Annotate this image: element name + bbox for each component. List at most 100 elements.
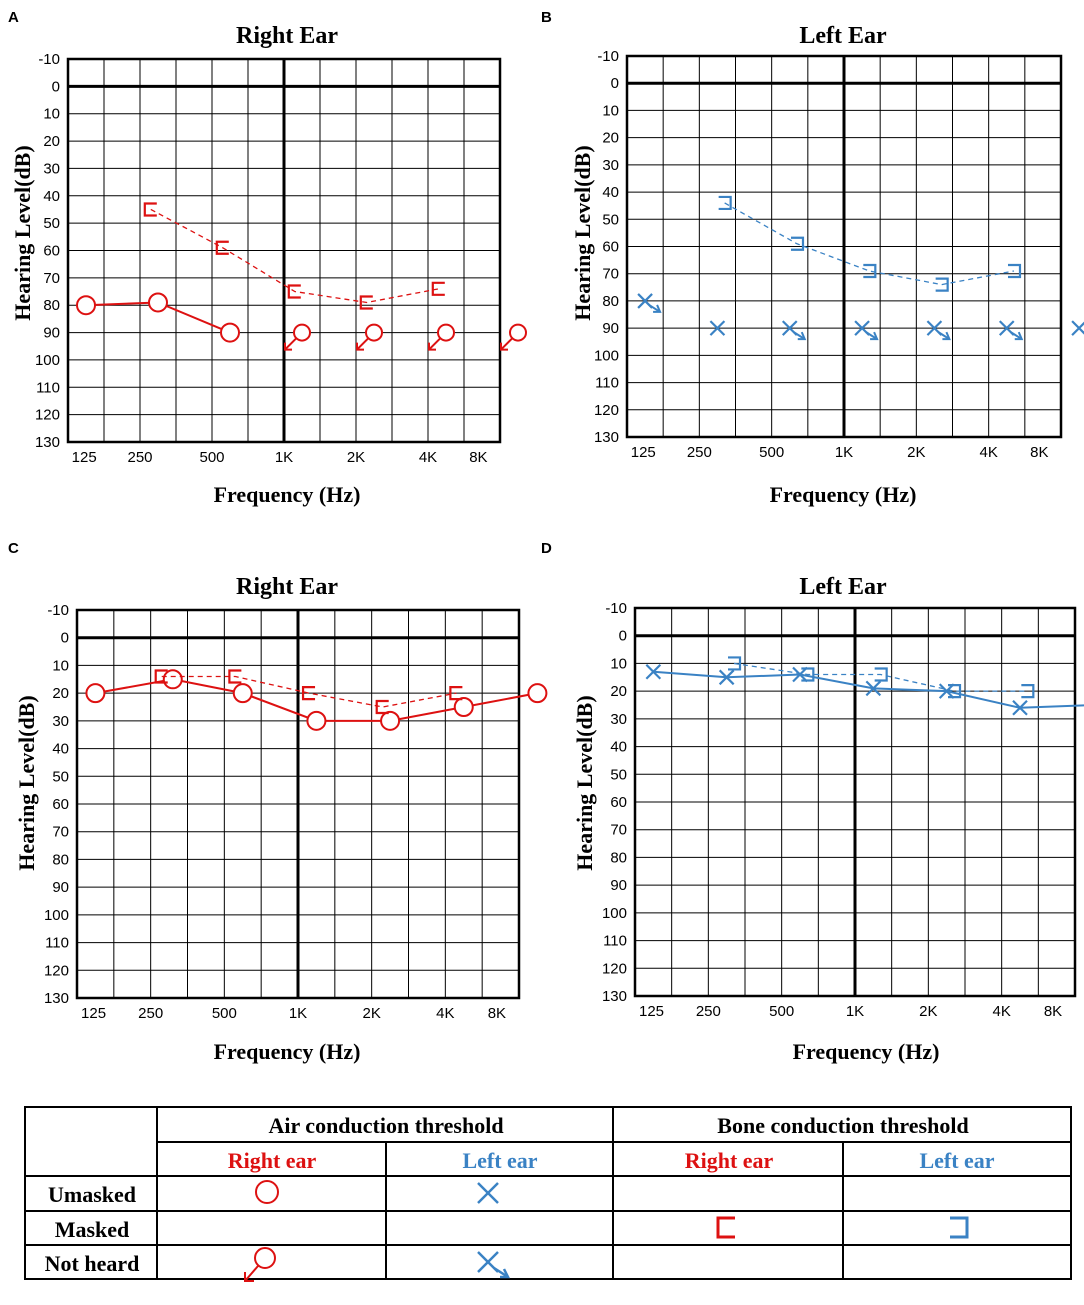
data-point-circle-arrow [428, 323, 455, 351]
y-tick-label: 40 [610, 739, 627, 756]
plot-frame [66, 57, 502, 444]
data-point-circle [148, 292, 168, 313]
y-tick-label: 80 [602, 293, 619, 310]
series-line [733, 662, 1028, 692]
panel-label: C [8, 540, 19, 557]
y-tick-label: 90 [602, 320, 619, 337]
legend-air-left-ear: Left ear [462, 1148, 537, 1173]
y-axis-label: Hearing Level(dB) [572, 695, 597, 870]
data-point-bracket-right [375, 699, 389, 715]
x-tick-label: 125 [81, 1005, 106, 1022]
data-point-bracket-left [718, 195, 732, 211]
chart-title: Right Ear [236, 574, 338, 600]
x-tick-label: 8K [488, 1005, 506, 1022]
x-tick-label: 250 [687, 444, 712, 461]
plot-frame [625, 54, 1063, 439]
y-tick-label: 130 [44, 990, 69, 1007]
plot-frame [75, 608, 521, 1000]
chart-title: Right Ear [236, 23, 338, 49]
data-point-circle-arrow [500, 323, 527, 351]
data-point-bracket-left [1007, 263, 1022, 279]
audiogram-panel-b: B Left Ear -10 0 10 20 30 40 50 60 70 80 90 100 110 120… [541, 9, 1084, 507]
x-tick-label: 250 [696, 1003, 721, 1020]
data-point-x [709, 320, 726, 336]
y-tick-label: 90 [43, 325, 60, 342]
audiogram-panel-a: A Right Ear -10 0 10 20 30 40 50 60 70 80 90 100 110 12… [8, 9, 527, 507]
x-tick-label: 500 [212, 1005, 237, 1022]
plot-frame [633, 606, 1077, 998]
y-tick-label: 40 [43, 188, 60, 205]
y-tick-label: 10 [52, 657, 69, 674]
legend-bone-header: Bone conduction threshold [717, 1113, 968, 1138]
x-tick-label: 250 [127, 449, 152, 466]
y-tick-label: 40 [602, 184, 619, 201]
series-line [724, 202, 1015, 286]
y-tick-label: 0 [61, 630, 69, 647]
plot-grid [77, 610, 519, 999]
y-tick-label: 70 [610, 822, 627, 839]
data-point-bracket-left [1021, 684, 1035, 699]
legend-bone-right-ear: Right ear [685, 1148, 774, 1173]
series-x [645, 663, 1084, 716]
data-point-circle-arrow [356, 323, 383, 351]
chart-title: Left Ear [799, 23, 887, 49]
y-tick-label: 100 [44, 907, 69, 924]
plot-grid [635, 608, 1075, 997]
audiogram-panel-d: D Left Ear -10 0 10 20 30 40 50 60 70 80 90 100 110 120… [541, 540, 1084, 1064]
y-axis-label: Hearing Level(dB) [570, 145, 595, 320]
legend-bracket-left-icon [950, 1216, 969, 1239]
y-tick-label: 20 [43, 133, 60, 150]
data-point-x-arrow [781, 320, 807, 341]
x-tick-label: 125 [639, 1003, 664, 1020]
y-tick-label: 30 [52, 713, 69, 730]
data-point-bracket-left [935, 277, 949, 292]
series-line [150, 208, 439, 304]
data-point-circle [162, 669, 183, 690]
legend-x-arrow-icon [477, 1251, 511, 1279]
data-point-x [718, 669, 735, 686]
series-circle [85, 669, 548, 731]
data-point-bracket-right [431, 281, 445, 296]
data-point-x-arrow [637, 293, 662, 313]
x-tick-label: 1K [846, 1003, 864, 1020]
series-bracket-left [718, 195, 1022, 292]
x-tick-label: 4K [436, 1005, 454, 1022]
y-tick-label: 90 [52, 879, 69, 896]
legend-circle-arrow-icon [244, 1247, 276, 1282]
y-tick-label: 110 [595, 375, 619, 392]
x-axis-label: Frequency (Hz) [770, 482, 917, 507]
y-tick-label: 50 [602, 211, 619, 228]
y-tick-label: 130 [35, 434, 60, 451]
x-tick-label: 500 [759, 444, 784, 461]
data-point-circle [85, 683, 106, 704]
y-tick-label: 10 [610, 655, 627, 672]
x-tick-label: 2K [907, 444, 925, 461]
data-point-circle [232, 683, 253, 704]
x-tick-label: 500 [769, 1003, 794, 1020]
series-bracket-right [143, 202, 445, 310]
x-tick-label: 1K [835, 444, 853, 461]
y-tick-label: 110 [603, 933, 627, 950]
y-tick-label: 60 [52, 796, 69, 813]
series-line [161, 675, 457, 708]
data-point-bracket-right [449, 686, 463, 701]
y-tick-label: 70 [43, 270, 60, 287]
data-point-circle [76, 295, 96, 316]
y-tick-label: 60 [610, 794, 627, 811]
legend-circle-icon [255, 1180, 279, 1204]
legend-air-header: Air conduction threshold [268, 1113, 503, 1138]
data-point-x-arrow [854, 320, 879, 341]
data-point-bracket-left [863, 263, 877, 279]
y-tick-label: 40 [52, 741, 69, 758]
plot-grid [68, 59, 500, 443]
y-tick-label: 80 [610, 849, 627, 866]
y-tick-label: -10 [597, 48, 619, 65]
y-tick-label: 0 [619, 628, 627, 645]
data-point-x [865, 680, 882, 697]
x-tick-label: 1K [275, 449, 293, 466]
data-point-bracket-right [154, 669, 168, 684]
series-x-arrow [637, 293, 1084, 341]
x-tick-label: 8K [1044, 1003, 1062, 1020]
data-point-bracket-left [874, 667, 888, 682]
data-point-circle [220, 322, 240, 343]
